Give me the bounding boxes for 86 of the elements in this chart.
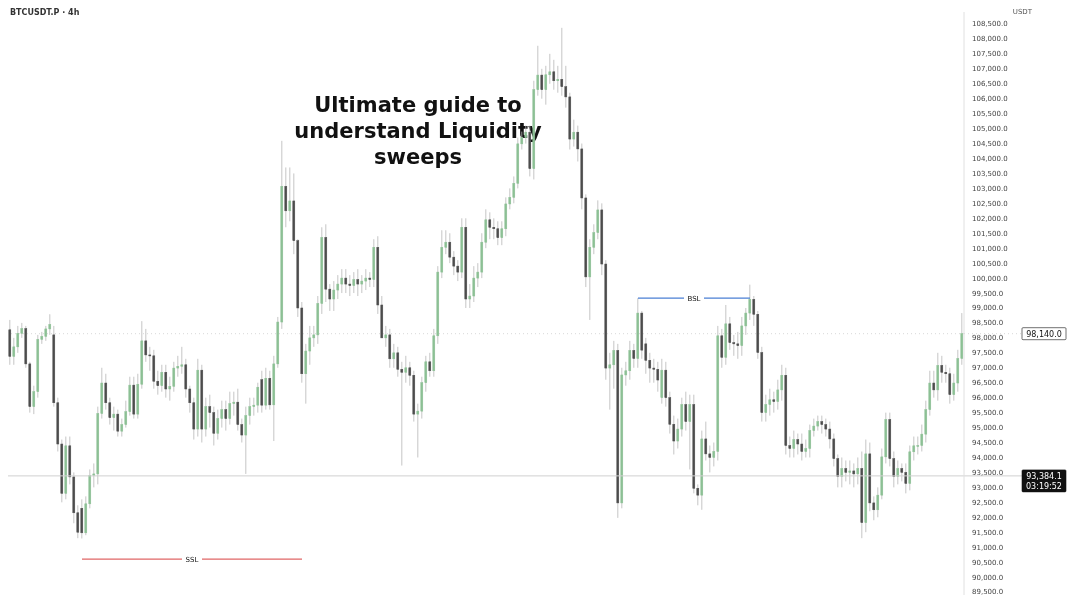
candlestick	[348, 274, 352, 297]
candlestick	[112, 406, 116, 431]
candlestick	[160, 364, 164, 393]
candlestick	[456, 259, 460, 282]
candlestick	[352, 271, 356, 294]
candlestick	[792, 430, 796, 458]
text: 03:19:52	[1026, 481, 1062, 491]
candlestick	[288, 167, 292, 222]
candlestick	[608, 352, 612, 411]
candlestick	[556, 65, 560, 94]
candlestick	[428, 352, 432, 378]
candlestick	[492, 217, 496, 240]
candlestick	[652, 358, 656, 384]
candlestick	[396, 346, 400, 378]
candlestick	[360, 274, 364, 294]
candlestick	[632, 343, 636, 369]
candlestick	[560, 27, 564, 97]
candlestick	[228, 391, 232, 425]
candlestick	[448, 232, 452, 264]
candlestick	[780, 364, 784, 402]
candlestick	[232, 391, 236, 417]
candlestick	[736, 331, 740, 360]
candlestick	[204, 397, 208, 437]
candlestick	[404, 355, 408, 384]
candlestick	[216, 409, 220, 440]
candlestick	[932, 370, 936, 399]
candlestick	[48, 313, 52, 336]
candlestick	[612, 340, 616, 390]
candlestick	[768, 388, 772, 417]
candlestick	[392, 343, 396, 369]
candlestick	[844, 460, 848, 482]
candlestick	[840, 457, 844, 488]
candlestick	[356, 268, 360, 297]
candlestick	[224, 400, 228, 431]
candlestick	[796, 433, 800, 455]
candlestick	[916, 436, 920, 455]
candlestick	[720, 328, 724, 369]
candlestick	[572, 119, 576, 147]
candlestick	[820, 415, 824, 434]
ref-line-label: 98,140.0	[1026, 329, 1062, 339]
candlestick	[388, 328, 392, 369]
candlestick	[180, 346, 184, 375]
candlestick	[364, 268, 368, 291]
candlestick	[684, 391, 688, 431]
candlestick	[256, 382, 260, 414]
candlestick	[688, 394, 692, 470]
candlestick	[940, 355, 944, 384]
candlestick	[800, 433, 804, 461]
candlestick	[764, 394, 768, 422]
candlestick	[544, 65, 548, 106]
candlestick	[728, 316, 732, 351]
candlestick	[16, 325, 20, 354]
candlestick	[540, 68, 544, 100]
candlestick	[144, 328, 148, 363]
candlestick	[368, 271, 372, 288]
candlestick	[848, 460, 852, 485]
candlestick	[896, 460, 900, 485]
candlestick	[332, 280, 336, 312]
candlestick	[772, 391, 776, 414]
candlestick	[496, 220, 500, 246]
candlestick	[212, 406, 216, 446]
candlestick	[488, 211, 492, 240]
candlestick	[164, 364, 168, 399]
candlestick	[740, 316, 744, 357]
candlestick	[704, 421, 708, 461]
candlestick	[904, 463, 908, 494]
text: Ultimate guide to understand Liquidity sweeps	[293, 92, 543, 170]
candlestick	[852, 463, 856, 488]
candlestick	[172, 361, 176, 393]
candlestick	[948, 367, 952, 405]
candlestick	[628, 340, 632, 381]
candlestick	[808, 424, 812, 458]
ref-line-label: 93,384.1	[1026, 471, 1062, 481]
candlestick	[776, 379, 780, 411]
candlestick	[116, 409, 120, 437]
candlestick	[384, 325, 388, 348]
candlestick	[344, 268, 348, 294]
candlestick	[336, 274, 340, 300]
candlestick	[552, 59, 556, 91]
candlestick	[656, 361, 660, 393]
candlestick	[244, 406, 248, 475]
candlestick	[12, 337, 16, 366]
chart-subtitle: BTCUSDT.P · 4h	[10, 8, 80, 17]
candlestick	[856, 457, 860, 485]
candlestick	[340, 268, 344, 294]
candlestick	[472, 265, 476, 303]
